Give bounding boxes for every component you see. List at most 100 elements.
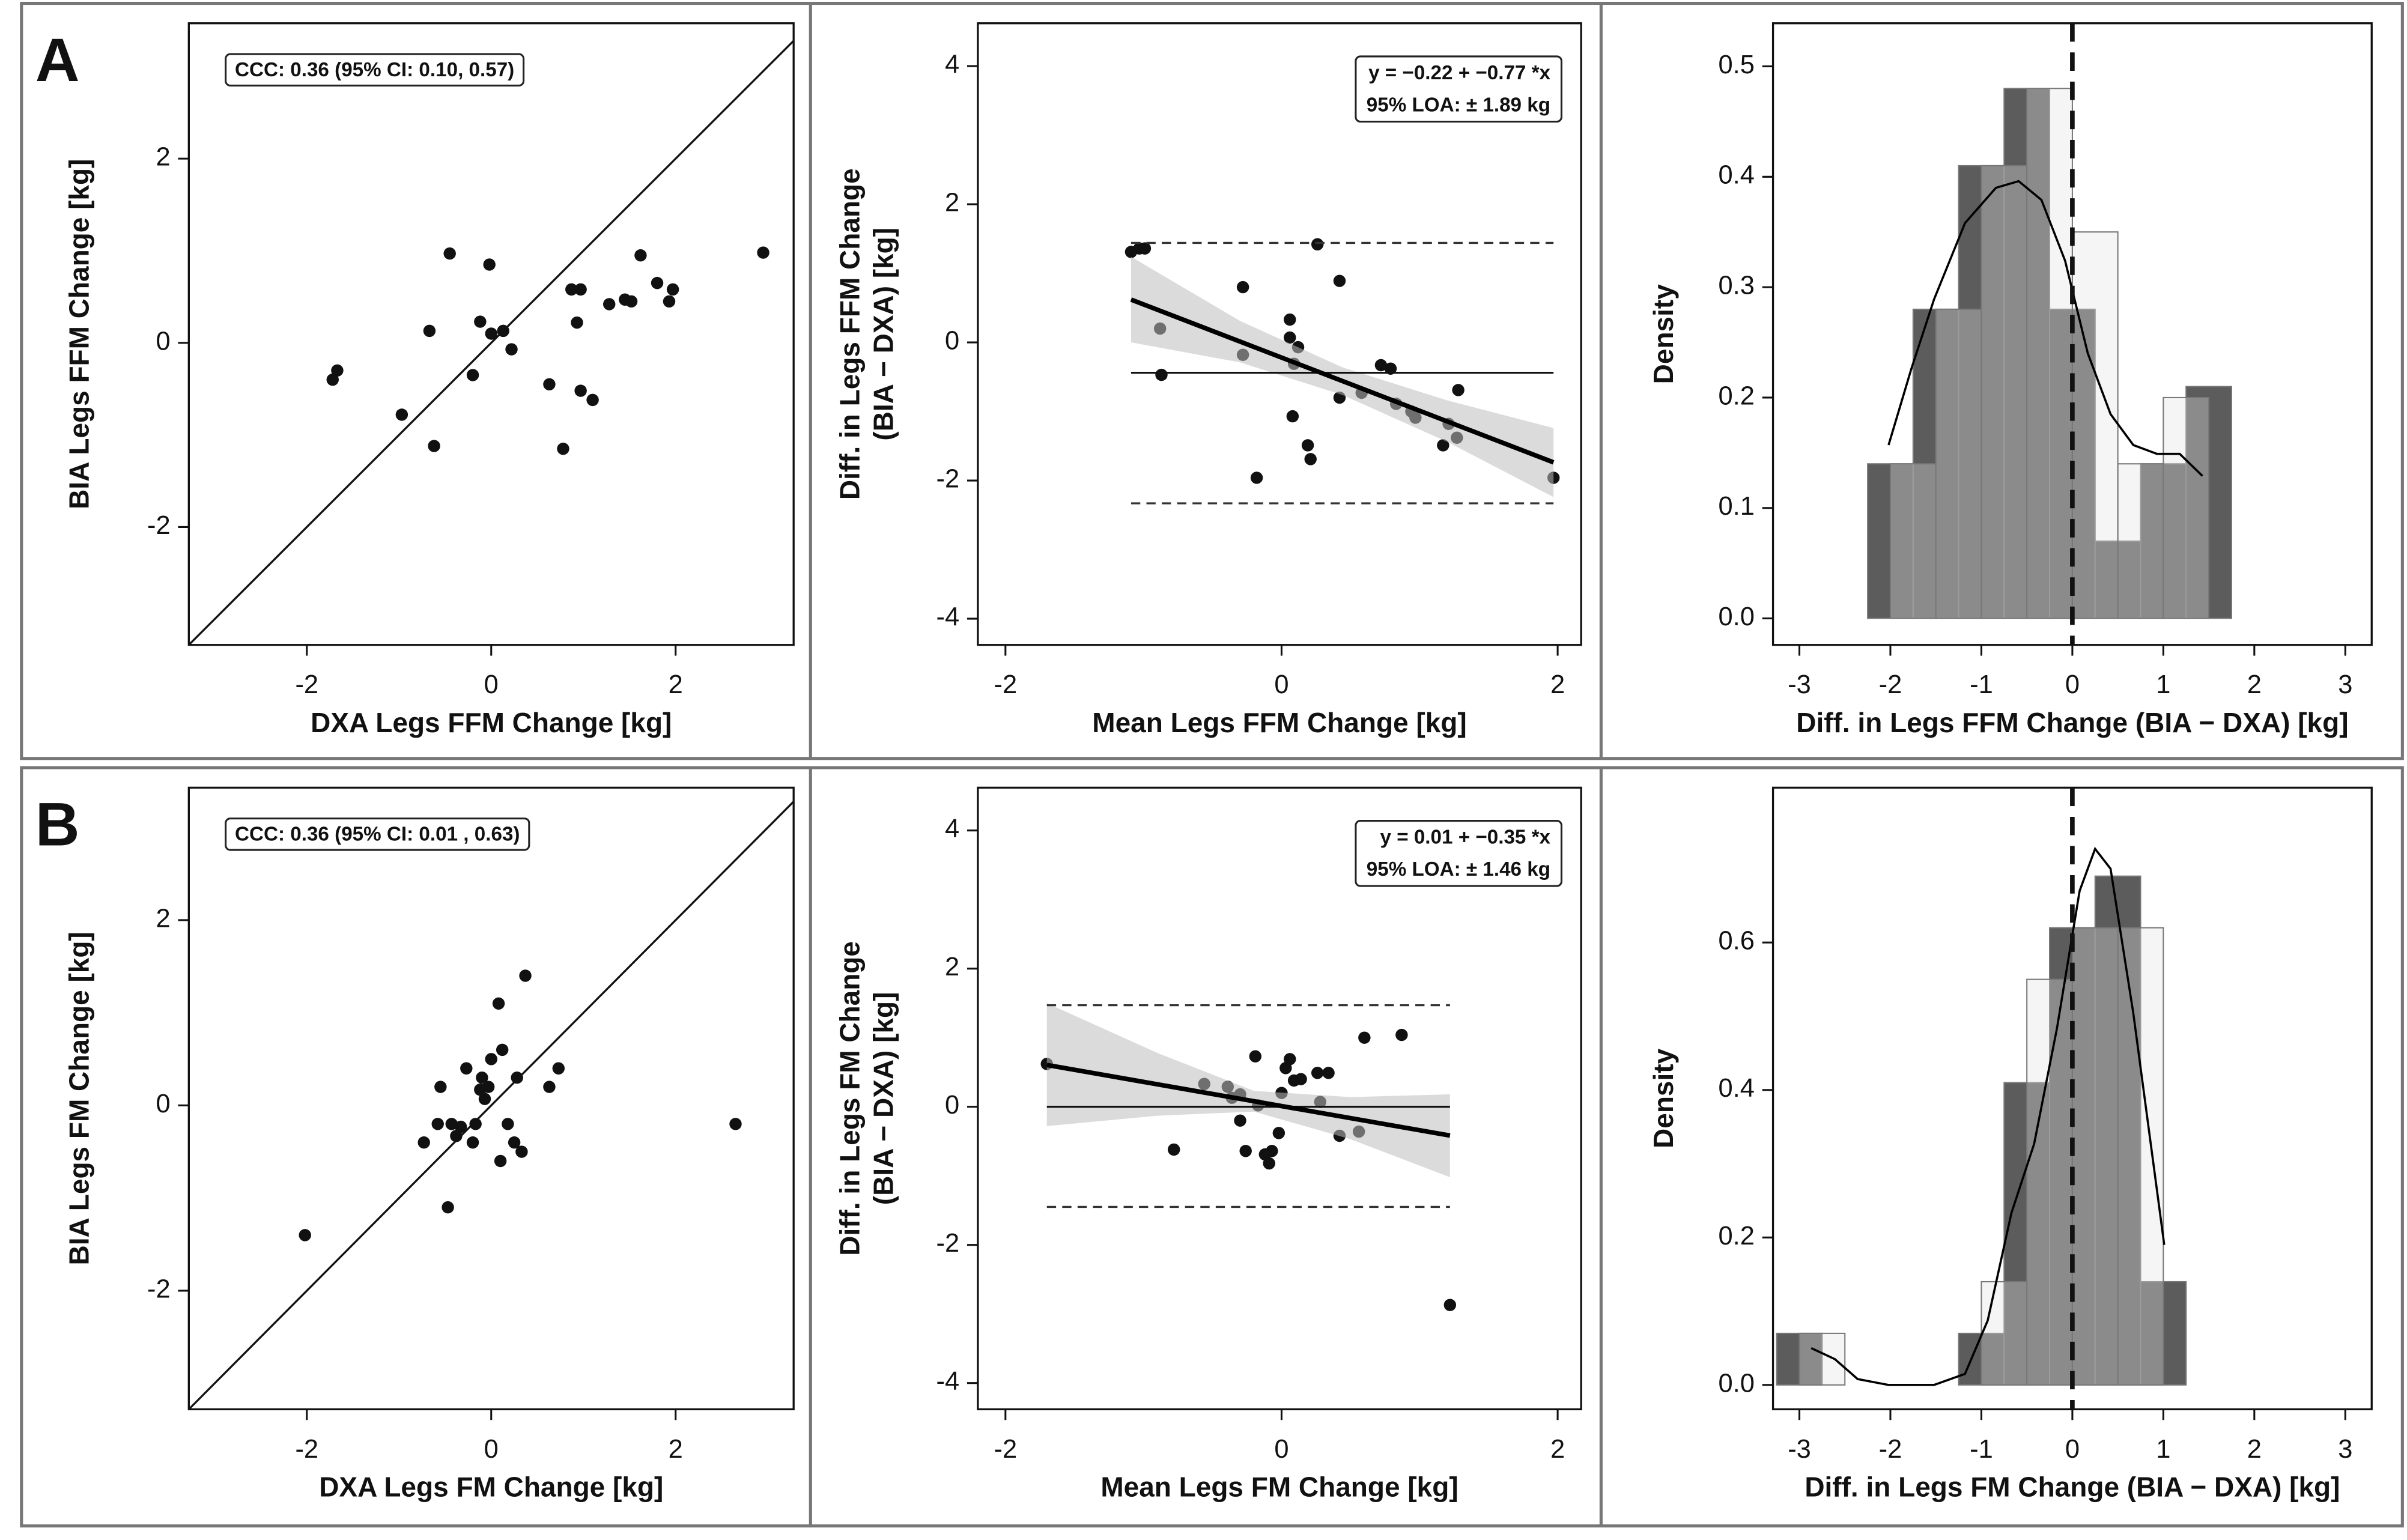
histogram-bar — [2026, 978, 2073, 1386]
histogram-bar — [2163, 396, 2210, 619]
histogram-bar — [2117, 463, 2164, 619]
identity-line — [188, 40, 795, 646]
x-tick-label: -2 — [295, 670, 318, 699]
point — [1250, 471, 1263, 484]
point — [476, 1071, 488, 1084]
point — [1311, 238, 1324, 250]
point — [1236, 280, 1249, 294]
x-tick-label: -2 — [295, 1435, 318, 1464]
y-axis-label: (BIA − DXA) [kg] — [868, 228, 899, 441]
y-tick-label: -4 — [936, 602, 960, 631]
x-tick-label: 2 — [669, 670, 683, 699]
point — [1358, 1031, 1371, 1044]
y-tick-label: 0 — [156, 327, 170, 356]
x-tick-label: 3 — [2338, 1435, 2352, 1464]
point — [663, 295, 676, 308]
y-tick-label: 0.5 — [1719, 50, 1755, 79]
histogram-bar — [2117, 927, 2164, 1386]
point — [515, 1145, 528, 1158]
y-tick-label: 0.1 — [1719, 492, 1755, 521]
point — [1266, 1145, 1278, 1157]
point — [625, 295, 638, 308]
y-axis-label: Density — [1648, 284, 1679, 384]
y-tick-label: 0 — [156, 1090, 170, 1118]
point — [574, 384, 587, 397]
point — [571, 316, 583, 329]
x-axis-label: Mean Legs FFM Change [kg] — [1092, 707, 1466, 738]
y-tick-label: 0 — [945, 1091, 959, 1120]
x-tick-label: 2 — [669, 1435, 683, 1464]
point — [543, 378, 556, 391]
histogram-bar — [1889, 463, 1937, 619]
plot-frame — [977, 786, 1582, 1411]
point — [485, 1053, 497, 1066]
point — [445, 1118, 458, 1130]
point — [1284, 313, 1296, 326]
point — [326, 373, 339, 386]
point — [482, 1081, 495, 1093]
annotation: CCC: 0.36 (95% CI: 0.10, 0.57) — [235, 59, 514, 81]
x-tick-label: -3 — [1788, 670, 1811, 699]
x-tick-label: 0 — [2065, 670, 2080, 699]
y-tick-label: -2 — [147, 1275, 171, 1303]
regression-line — [1130, 297, 1555, 465]
y-axis-label: BIA Legs FFM Change [kg] — [64, 159, 95, 509]
point — [586, 393, 599, 407]
y-tick-label: 4 — [945, 50, 959, 79]
point — [1138, 242, 1152, 255]
point — [434, 1081, 447, 1093]
y-tick-label: 2 — [156, 904, 170, 933]
point — [1437, 439, 1449, 452]
x-tick-label: 3 — [2338, 670, 2352, 699]
panel-letter: A — [35, 25, 80, 94]
histogram-bar — [2026, 88, 2073, 619]
x-tick-label: -1 — [1970, 670, 1993, 699]
x-tick-label: -2 — [994, 670, 1017, 699]
x-axis-label: DXA Legs FFM Change [kg] — [311, 707, 672, 738]
point — [483, 258, 496, 271]
x-axis-label: DXA Legs FM Change [kg] — [319, 1471, 663, 1502]
point — [1304, 453, 1317, 465]
y-tick-label: 0 — [945, 327, 959, 356]
histogram-bar — [1981, 165, 2028, 619]
y-tick-label: -2 — [936, 465, 960, 494]
x-tick-label: 0 — [2065, 1435, 2080, 1464]
point — [1167, 1143, 1180, 1156]
point — [431, 1118, 444, 1130]
point — [508, 1136, 521, 1149]
x-tick-label: 1 — [2156, 1435, 2170, 1464]
point — [1311, 1067, 1324, 1079]
plot-frame — [187, 786, 795, 1411]
y-tick-label: 0.2 — [1719, 1222, 1755, 1250]
y-tick-label: -2 — [936, 1229, 960, 1258]
plot-frame — [1771, 22, 2373, 646]
density-curve — [1811, 846, 2166, 1386]
point — [1155, 368, 1168, 381]
point — [442, 1201, 454, 1214]
y-axis-label: Diff. in Legs FFM Change — [834, 168, 865, 500]
point — [502, 1118, 514, 1130]
annotation-box — [1355, 820, 1562, 887]
panel-letter: B — [35, 789, 80, 858]
point — [651, 276, 664, 290]
x-tick-label: 2 — [2247, 1435, 2262, 1464]
point — [1333, 274, 1346, 287]
point — [450, 1130, 463, 1142]
point — [757, 246, 769, 259]
plot-frame — [187, 22, 795, 646]
row-frame — [20, 766, 2404, 1528]
y-tick-label: 0.0 — [1719, 602, 1755, 631]
y-axis-label: Diff. in Legs FM Change — [834, 941, 865, 1256]
confidence-band — [1046, 1003, 1450, 1177]
point — [485, 327, 497, 340]
point — [1272, 1127, 1285, 1139]
y-tick-label: -2 — [147, 511, 171, 540]
point — [1322, 1067, 1335, 1079]
annotation: CCC: 0.36 (95% CI: 0.01 , 0.63) — [235, 823, 520, 845]
y-tick-label: -4 — [936, 1367, 960, 1396]
annotation: 95% LOA: ± 1.89 kg — [1367, 94, 1550, 117]
point — [474, 315, 487, 328]
annotation-box — [1355, 55, 1562, 123]
point — [443, 247, 456, 260]
